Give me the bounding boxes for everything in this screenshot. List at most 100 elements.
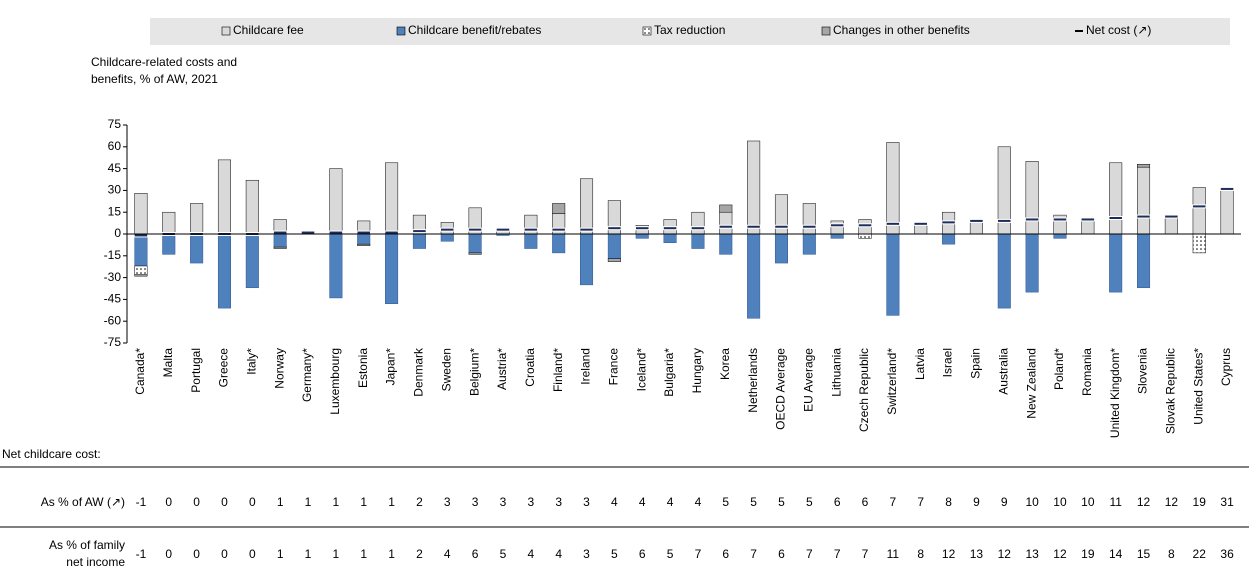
legend-swatch xyxy=(642,26,652,36)
bar-segment xyxy=(329,233,343,299)
table-cell: 19 xyxy=(1081,547,1095,561)
table-cell: 1 xyxy=(333,547,340,561)
bar-segment xyxy=(273,246,287,249)
x-tick-label: Greece xyxy=(217,348,231,388)
legend-swatch xyxy=(396,26,406,36)
table-cell: 3 xyxy=(555,495,562,509)
table-cell: 0 xyxy=(193,495,200,509)
table-cell: 31 xyxy=(1220,495,1234,509)
bar-segment xyxy=(134,265,148,275)
bar-segment xyxy=(1109,233,1123,293)
table-cell: 6 xyxy=(834,495,841,509)
bar-segment xyxy=(607,233,621,259)
table-cell: 6 xyxy=(472,547,479,561)
table-cell: 5 xyxy=(778,495,785,509)
table-cell: 13 xyxy=(1025,547,1039,561)
table-cell: 1 xyxy=(388,547,395,561)
bar-segment xyxy=(468,252,482,255)
x-tick-label: Korea xyxy=(718,348,732,380)
x-tick-label: Romania xyxy=(1080,348,1094,396)
x-tick-label: Norway xyxy=(272,348,286,389)
table-cell: 3 xyxy=(500,495,507,509)
table-cell: 4 xyxy=(444,547,451,561)
row-label: net income xyxy=(66,555,125,569)
table-cell: 12 xyxy=(942,547,956,561)
bar-segment xyxy=(580,178,594,235)
legend-swatch xyxy=(221,26,231,36)
bar-segment xyxy=(719,204,733,213)
table-cell: 5 xyxy=(806,495,813,509)
x-tick-label: Lithuania xyxy=(829,348,843,397)
bar-segment xyxy=(162,211,176,235)
x-tick-label: Sweden xyxy=(439,348,453,391)
y-tick-label: -15 xyxy=(104,248,122,262)
table-cell: 1 xyxy=(360,495,367,509)
table-cell: 11 xyxy=(887,547,900,561)
table-cell: 1 xyxy=(333,495,340,509)
bar-segment xyxy=(886,233,900,316)
table-cell: 12 xyxy=(1053,547,1067,561)
x-tick-label: Slovenia xyxy=(1136,348,1150,394)
table-cell: 7 xyxy=(917,495,924,509)
table-cell: 12 xyxy=(1165,495,1179,509)
x-tick-label: Germany* xyxy=(300,348,314,402)
table-cell: -1 xyxy=(136,495,147,509)
y-tick-label: -45 xyxy=(104,292,122,306)
x-tick-label: Iceland* xyxy=(634,348,648,392)
x-tick-label: Spain xyxy=(969,348,983,379)
table-cell: 7 xyxy=(834,547,841,561)
x-tick-label: United Kingdom* xyxy=(1108,348,1122,438)
bar-segment xyxy=(1137,163,1151,168)
bar-segment xyxy=(468,233,482,254)
table-cell: 4 xyxy=(527,547,534,561)
bar-segment xyxy=(134,274,148,277)
x-tick-label: Netherlands xyxy=(746,348,760,413)
x-tick-label: Portugal xyxy=(189,348,203,393)
bar-segment xyxy=(1137,233,1151,289)
table-cell: 8 xyxy=(945,495,952,509)
x-tick-label: Australia xyxy=(996,348,1010,395)
x-tick-label: Estonia xyxy=(356,348,370,388)
bar-segment xyxy=(747,233,761,319)
bar-segment xyxy=(774,233,788,264)
table-cell: 5 xyxy=(667,547,674,561)
bar-segment xyxy=(858,233,872,239)
table-cell: -1 xyxy=(136,547,147,561)
bar-segment xyxy=(273,233,287,248)
bar-segment xyxy=(1109,162,1123,235)
bar-segment xyxy=(552,203,566,214)
bar-segment xyxy=(1192,233,1206,254)
table-cell: 0 xyxy=(193,547,200,561)
x-tick-label: United States* xyxy=(1191,348,1205,425)
table-cell: 4 xyxy=(611,495,618,509)
table-cell: 0 xyxy=(165,495,172,509)
bar-segment xyxy=(942,233,956,245)
bar-segment xyxy=(245,233,259,289)
bar-segment xyxy=(997,233,1011,309)
table-cell: 1 xyxy=(388,495,395,509)
y-tick-label: -30 xyxy=(104,270,122,284)
bar-segment xyxy=(691,233,705,249)
bar-segment xyxy=(524,233,538,249)
bar-segment xyxy=(134,193,148,235)
table-cell: 11 xyxy=(1109,495,1122,509)
table-cell: 19 xyxy=(1193,495,1207,509)
bar-segment xyxy=(886,142,900,235)
bar-segment xyxy=(190,233,204,264)
table-cell: 0 xyxy=(249,547,256,561)
table-cell: 7 xyxy=(862,547,869,561)
table-cell: 10 xyxy=(1025,495,1039,509)
table-cell: 6 xyxy=(862,495,869,509)
bar-segment xyxy=(412,233,426,249)
table-cell: 7 xyxy=(806,547,813,561)
x-tick-label: Hungary xyxy=(690,348,704,393)
bar-segment xyxy=(1192,187,1206,235)
bar-segment xyxy=(1220,188,1234,235)
table-cell: 7 xyxy=(890,495,897,509)
y-tick-label: 15 xyxy=(108,204,122,218)
table-cell: 7 xyxy=(750,547,757,561)
table-title: Net childcare cost: xyxy=(2,447,101,461)
table-cell: 4 xyxy=(555,547,562,561)
